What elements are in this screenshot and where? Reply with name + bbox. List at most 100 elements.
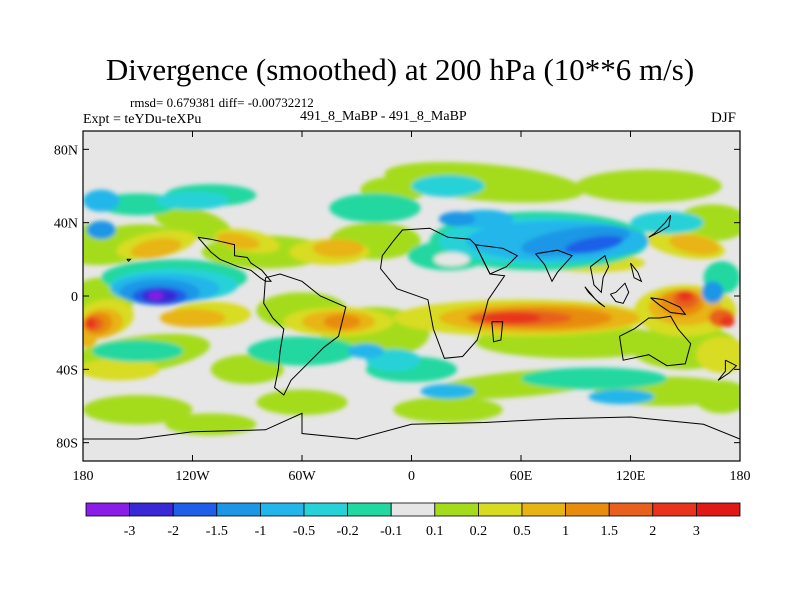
colorbar-swatch [85,502,130,517]
colorbar-swatch [477,502,523,517]
coastline [648,215,672,238]
y-tick-label: 80N [54,143,78,158]
contour-region [393,396,503,423]
colorbar-swatch [347,502,392,517]
contour-region [216,232,260,250]
colorbar-label: 2 [649,524,656,539]
contour-region [669,234,720,255]
colorbar-swatch [608,502,654,517]
contour-region [210,354,284,385]
colorbar-swatch [303,502,348,517]
coastline [535,249,573,283]
colorbar-label: 3 [693,524,700,539]
colorbar-label: 1.5 [600,524,618,539]
colorbar-label: -1 [255,524,267,539]
x-tick-label: 60W [288,469,316,484]
chart-title: Divergence (smoothed) at 200 hPa (10**6 … [105,52,695,87]
contour-region [630,211,704,234]
contour-region [153,205,232,241]
contour-region [521,367,667,390]
contour-region [83,358,160,381]
divergence-field [83,131,740,461]
x-tick-label: 0 [408,469,415,484]
x-tick-label: 60E [510,469,533,484]
colorbar-swatch [172,502,218,517]
colorbar-label: -0.5 [293,524,315,539]
contour-region [696,336,740,373]
contour-region [701,281,724,304]
colorbar-label: -1.5 [206,524,228,539]
y-tick-label: 80S [56,437,78,452]
contour-region [159,308,226,328]
y-tick-label: 0 [71,290,78,305]
contour-region [694,380,740,414]
coastline [380,227,506,359]
colorbar-swatch [216,502,261,517]
coastline [650,297,687,315]
coastline [630,262,643,283]
y-tick-label: 40S [56,363,78,378]
coastline [610,282,630,304]
colorbar-swatch [696,502,741,517]
contour-region [329,193,421,223]
coastline [126,258,132,262]
colorbar-label: -0.2 [337,524,359,539]
coastline [619,315,692,367]
field-layer [83,162,740,436]
contour-region [433,252,470,267]
contour-region [86,220,116,240]
colorbar-swatch [434,502,479,517]
colorbar-label: 0.5 [513,524,531,539]
colorbar-label: 1 [562,524,569,539]
colorbar-swatch [565,502,610,517]
contour-region [256,389,348,416]
contour-region [83,395,193,425]
contour-region [247,336,357,366]
x-tick-label: 180 [73,469,94,484]
contour-region [677,290,693,302]
chart-subtitle: 491_8_MaBP - 491_8_MaBP [300,109,467,124]
coastline [717,359,738,381]
contour-region [565,235,623,254]
x-tick-label: 180 [730,469,751,484]
colorbar-label: 0.2 [470,524,488,539]
y-tick-label: 40N [54,217,78,232]
contour-region [84,318,96,329]
coastline [474,244,519,275]
contour-region [482,312,542,324]
colorbar-swatch [521,502,566,517]
contour-region [719,316,735,328]
colorbar-label: -3 [124,524,136,539]
contour-region [312,239,365,258]
colorbar: -3 -2 -1.5 -1 -0.5 -0.2 -0.1 0.1 0.2 0.5 1 1.5 2 3 [85,502,741,539]
contour-region [92,340,184,362]
contour-region [148,292,164,300]
colorbar-label: -2 [167,524,179,539]
coastlines [83,215,740,440]
coastline [589,254,610,294]
coastline [491,321,504,343]
contour-region [83,189,120,212]
contour-region [347,343,385,359]
colorbar-swatch [129,502,174,517]
coastline [197,236,273,282]
stats-label: rmsd= 0.679381 diff= -0.00732212 [130,95,314,110]
colorbar-swatch [259,502,305,517]
contour-region [130,238,182,259]
contour-region [411,175,485,197]
colorbar-label: -0.1 [380,524,402,539]
coastline [263,273,347,396]
contour-region [165,413,257,436]
contour-region [438,211,476,227]
colorbar-label: 0.1 [426,524,444,539]
coastline [584,286,606,308]
contour-region [588,389,655,405]
x-tick-label: 120W [175,469,210,484]
x-tick-label: 120E [616,469,646,484]
axes: 180 120W 60W 0 60E 120E 180 80N 40N 0 40S 80S [54,131,751,484]
contour-region [420,384,476,399]
contour-region [156,191,229,210]
colorbar-swatch [390,502,436,517]
contour-region [676,204,740,241]
